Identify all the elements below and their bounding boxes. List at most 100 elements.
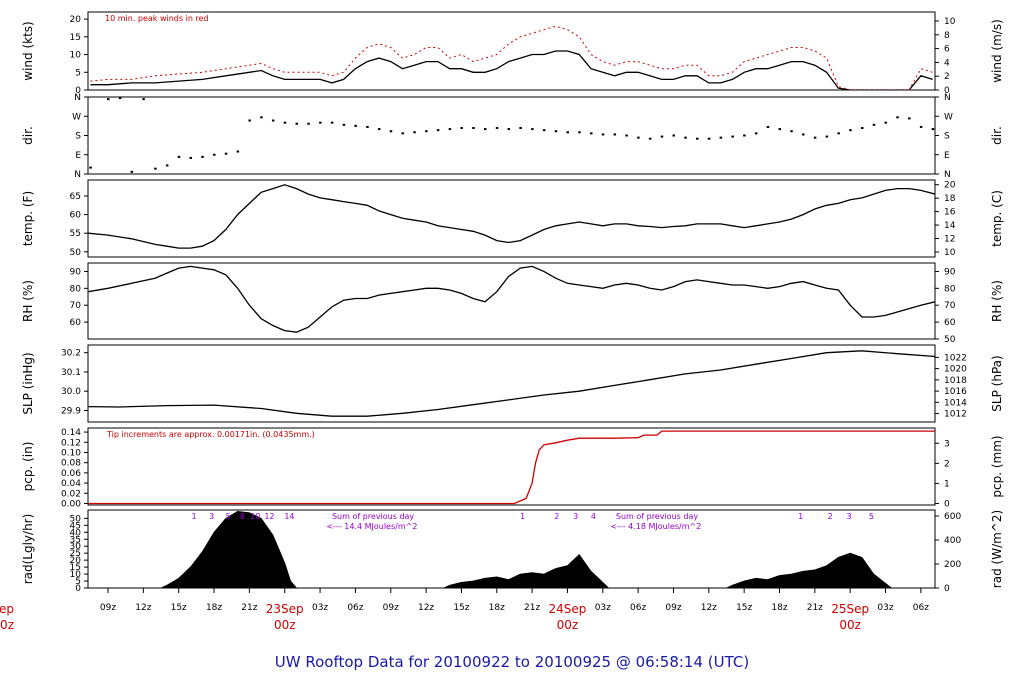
- wind-ytick-left-label: 0: [75, 86, 81, 96]
- dir-point: [519, 127, 522, 130]
- slp-ytick-left-label: 29.9: [61, 406, 81, 416]
- dir-point: [637, 136, 640, 139]
- dir-point: [118, 97, 122, 100]
- dir-point: [448, 128, 452, 131]
- rh-frame: [87, 262, 936, 340]
- rad-ytick-left-label: 15: [70, 563, 81, 573]
- wind-ytick-right-label: 8: [944, 31, 950, 41]
- dir-point: [813, 136, 817, 139]
- wind-panel: 0 5 10 15 20 0 2 4 6 8 10 wind (kts) wind (m/s) 10 mi…: [21, 11, 1004, 96]
- x-tick-label: 18z: [206, 603, 222, 613]
- rh-panel: 60 70 80 90 50 60 70 80 90 RH (%) RH (%): [21, 262, 1004, 345]
- x-tick-label: 15z: [171, 603, 187, 613]
- wind-ytick-left-label: 20: [70, 15, 82, 25]
- dir-point: [825, 135, 829, 138]
- pcp-ylabel-left: pcp. (in): [21, 442, 35, 492]
- dir-point: [307, 122, 310, 125]
- x-tick-label: 18z: [489, 603, 505, 613]
- rad-ytick-left-label: 50: [70, 514, 82, 524]
- wind-ylabel-left: wind (kts): [21, 21, 35, 80]
- wind-frame: [87, 11, 936, 91]
- slp-series-0: [88, 350, 935, 417]
- pcp-ytick-right-label: 1: [944, 479, 950, 489]
- rad-hour-marker: 1: [191, 512, 196, 521]
- dir-point: [142, 98, 145, 101]
- dir-point: [295, 122, 299, 125]
- temp-ytick-left-label: 65: [70, 192, 81, 202]
- slp-ytick-left-label: 30.0: [61, 387, 81, 397]
- dir-point: [366, 125, 369, 128]
- x-day-sublabel: 00z: [557, 618, 579, 632]
- chart-title: UW Rooftop Data for 20100922 to 20100925…: [275, 653, 749, 671]
- wind-series-1: [90, 25, 933, 90]
- dir-point: [648, 137, 652, 140]
- rh-ytick-left-label: 70: [70, 301, 82, 311]
- dir-ytick-left-label: E: [75, 151, 81, 161]
- rad-hour-marker: 3: [209, 512, 214, 521]
- dir-point: [837, 132, 840, 135]
- x-tick-label: 21z: [524, 603, 540, 613]
- x-tick-label: 18z: [771, 603, 787, 613]
- x-tick-label: 03z: [595, 603, 611, 613]
- dir-ylabel-right: dir.: [990, 126, 1004, 145]
- temp-ytick-left-label: 60: [70, 211, 82, 221]
- dir-ylabel-left: dir.: [21, 126, 35, 145]
- x-day-sublabel: 00z: [274, 618, 296, 632]
- dir-point: [319, 121, 322, 124]
- dir-point: [107, 98, 110, 101]
- wind-ytick-right-label: 2: [944, 72, 950, 82]
- dir-point: [154, 167, 157, 170]
- rad-ytick-left-label: 45: [70, 521, 81, 531]
- dir-point: [436, 129, 440, 132]
- rad-series-0: [160, 510, 892, 588]
- rad-ytick-left-label: 35: [70, 535, 81, 545]
- pcp-ytick-right-label: 2: [944, 459, 950, 469]
- dir-point: [472, 127, 475, 130]
- temp-ytick-right-label: 14: [944, 221, 956, 231]
- dir-ytick-left-label: N: [74, 93, 81, 103]
- dir-point: [377, 128, 381, 131]
- dir-point: [425, 130, 428, 133]
- x-day-label: 24Sep: [549, 602, 587, 616]
- wind-data: [90, 25, 933, 90]
- rad-ytick-left-label: 20: [70, 556, 82, 566]
- x-tick-label: 09z: [100, 603, 116, 613]
- x-tick-label: 15z: [453, 603, 469, 613]
- x-day-label: 23Sep: [266, 602, 304, 616]
- rad-ytick-right-label: 400: [944, 536, 961, 546]
- dir-point: [89, 166, 92, 169]
- rad-panel: 051015202530354045500200400600rad(Lgly/h…: [21, 509, 1004, 594]
- rh-ytick-left-label: 60: [70, 318, 82, 328]
- dir-point: [165, 164, 169, 167]
- slp-ytick-right-label: 1022: [944, 353, 967, 363]
- dir-point: [566, 131, 569, 134]
- x-tick-label: 21z: [807, 603, 823, 613]
- dir-point: [731, 135, 734, 138]
- dir-point: [625, 134, 628, 137]
- slp-ylabel-left: SLP (inHg): [21, 352, 35, 414]
- rh-ytick-left-label: 80: [70, 284, 82, 294]
- wind-ytick-right-label: 4: [944, 58, 950, 68]
- rad-hour-marker: 1: [520, 512, 525, 521]
- rh-ylabel-right: RH (%): [990, 280, 1004, 322]
- slp-ylabel-right: SLP (hPa): [990, 355, 1004, 411]
- pcp-ytick-left-label: 0.02: [61, 489, 81, 499]
- temp-series-0: [88, 184, 935, 249]
- pcp-ytick-left-label: 0.00: [61, 499, 81, 509]
- rad-hour-marker: 1: [798, 512, 803, 521]
- slp-data: [88, 350, 935, 417]
- dir-point: [707, 137, 711, 140]
- dir-point: [660, 135, 664, 138]
- rad-ytick-left-label: 25: [70, 549, 81, 559]
- pcp-ytick-left-label: 0.14: [61, 428, 81, 438]
- x-tick-label: 06z: [347, 603, 363, 613]
- rad-hour-marker: 12: [264, 512, 274, 521]
- rh-ylabel-left: RH (%): [21, 280, 35, 322]
- dir-point: [130, 170, 134, 173]
- x-tick-label: 03z: [877, 603, 893, 613]
- rad-ylabel-left: rad(Lgly/hr): [21, 514, 35, 585]
- rad-ytick-left-label: 0: [75, 584, 81, 594]
- rad-annotation: Sum of previous day: [332, 512, 414, 521]
